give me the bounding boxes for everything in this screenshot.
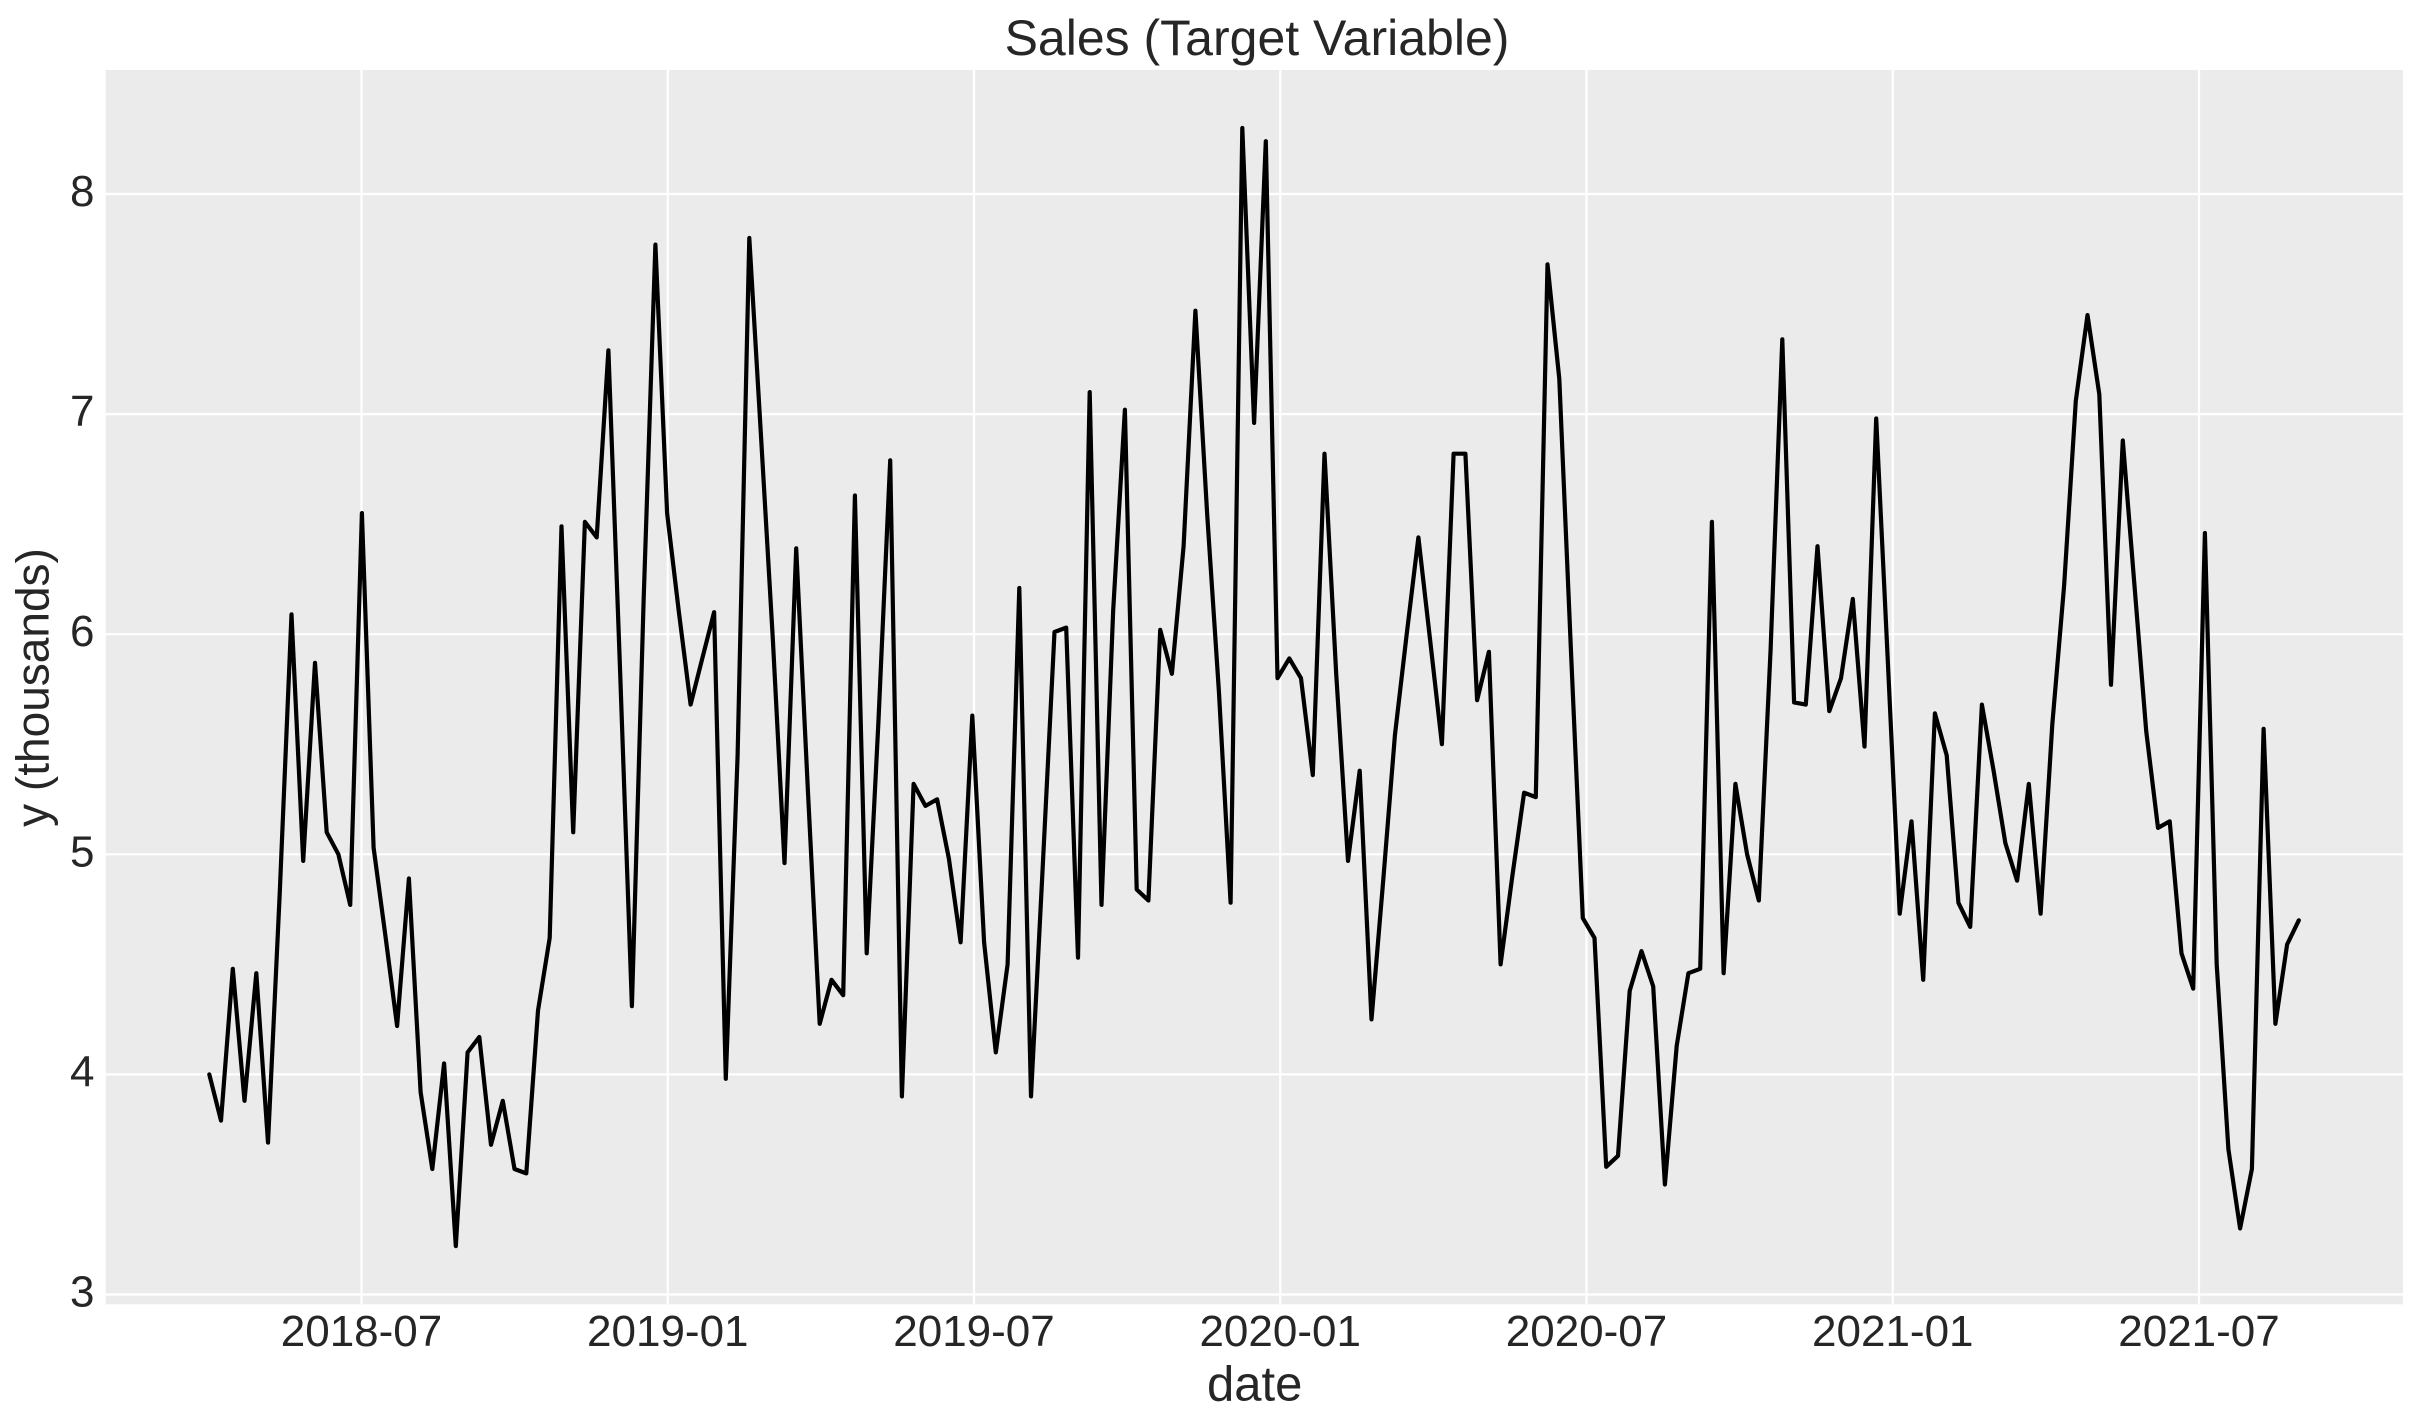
svg-text:date: date: [1207, 1357, 1302, 1411]
svg-text:3: 3: [70, 1268, 94, 1317]
svg-text:6: 6: [70, 607, 94, 656]
svg-text:Sales (Target Variable): Sales (Target Variable): [1005, 10, 1510, 66]
svg-text:2020-01: 2020-01: [1199, 1307, 1360, 1356]
svg-text:4: 4: [70, 1047, 94, 1096]
svg-text:7: 7: [70, 387, 94, 436]
svg-text:2020-07: 2020-07: [1506, 1307, 1667, 1356]
svg-text:2021-01: 2021-01: [1812, 1307, 1973, 1356]
svg-text:2019-07: 2019-07: [893, 1307, 1054, 1356]
svg-text:2021-07: 2021-07: [2118, 1307, 2279, 1356]
svg-text:2018-07: 2018-07: [281, 1307, 442, 1356]
svg-text:y (thousands): y (thousands): [7, 548, 59, 827]
svg-text:2019-01: 2019-01: [587, 1307, 748, 1356]
svg-text:5: 5: [70, 827, 94, 876]
svg-text:8: 8: [70, 167, 94, 216]
